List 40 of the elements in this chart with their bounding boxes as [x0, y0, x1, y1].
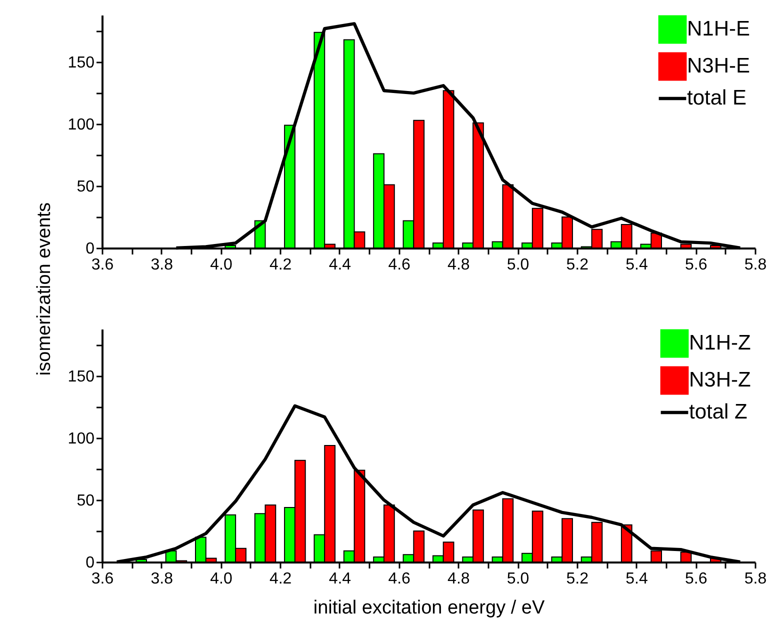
x-tick-label: 3.6	[91, 256, 114, 274]
y-axis-title: isomerization events	[34, 202, 55, 376]
legend-label: N3H-Z	[689, 368, 752, 392]
x-tick-label: 4.8	[448, 570, 470, 588]
x-tick-label: 5.2	[566, 256, 589, 274]
x-tick-label: 4.4	[328, 256, 352, 274]
legend-label: N1H-Z	[689, 332, 752, 354]
x-tick-label: 3.8	[150, 256, 174, 274]
x-tick-label: 4.8	[448, 256, 470, 274]
x-tick-label: 5.8	[744, 570, 767, 588]
legend-label: N1H-E	[687, 18, 750, 40]
x-tick-label: 5.0	[506, 256, 530, 274]
x-tick-label: 4.0	[210, 256, 232, 274]
x-tick-label: 4.2	[269, 570, 292, 588]
x-tick-label: 4.0	[210, 570, 232, 588]
legend-label: total Z	[689, 400, 748, 424]
x-tick-label: 4.2	[269, 256, 292, 274]
x-tick-label: 5.8	[744, 256, 767, 274]
x-tick-label: 5.2	[566, 570, 589, 588]
x-tick-label: 5.6	[685, 570, 708, 588]
x-tick-label: 5.4	[626, 570, 648, 588]
x-tick-label: 3.6	[91, 570, 114, 588]
x-tick-label: 5.6	[685, 256, 708, 274]
x-tick-label: 3.8	[150, 570, 174, 588]
y-tick-label: 150	[68, 54, 95, 72]
x-tick-label: 5.4	[626, 256, 648, 274]
y-tick-label: 150	[68, 368, 95, 386]
y-tick-label: 50	[76, 492, 95, 510]
legend-label: total E	[687, 86, 747, 110]
legend-label: N3H-E	[687, 54, 750, 78]
y-tick-label: 0	[86, 240, 95, 258]
x-axis-title: initial excitation energy / eV	[313, 598, 545, 618]
y-tick-label: 0	[86, 554, 95, 572]
x-tick-label: 4.6	[388, 570, 411, 588]
y-tick-label: 50	[76, 178, 95, 196]
x-tick-label: 4.4	[328, 570, 352, 588]
x-tick-label: 4.6	[388, 256, 411, 274]
y-tick-label: 100	[68, 116, 95, 134]
y-tick-label: 100	[68, 430, 95, 448]
x-tick-label: 5.0	[506, 570, 530, 588]
